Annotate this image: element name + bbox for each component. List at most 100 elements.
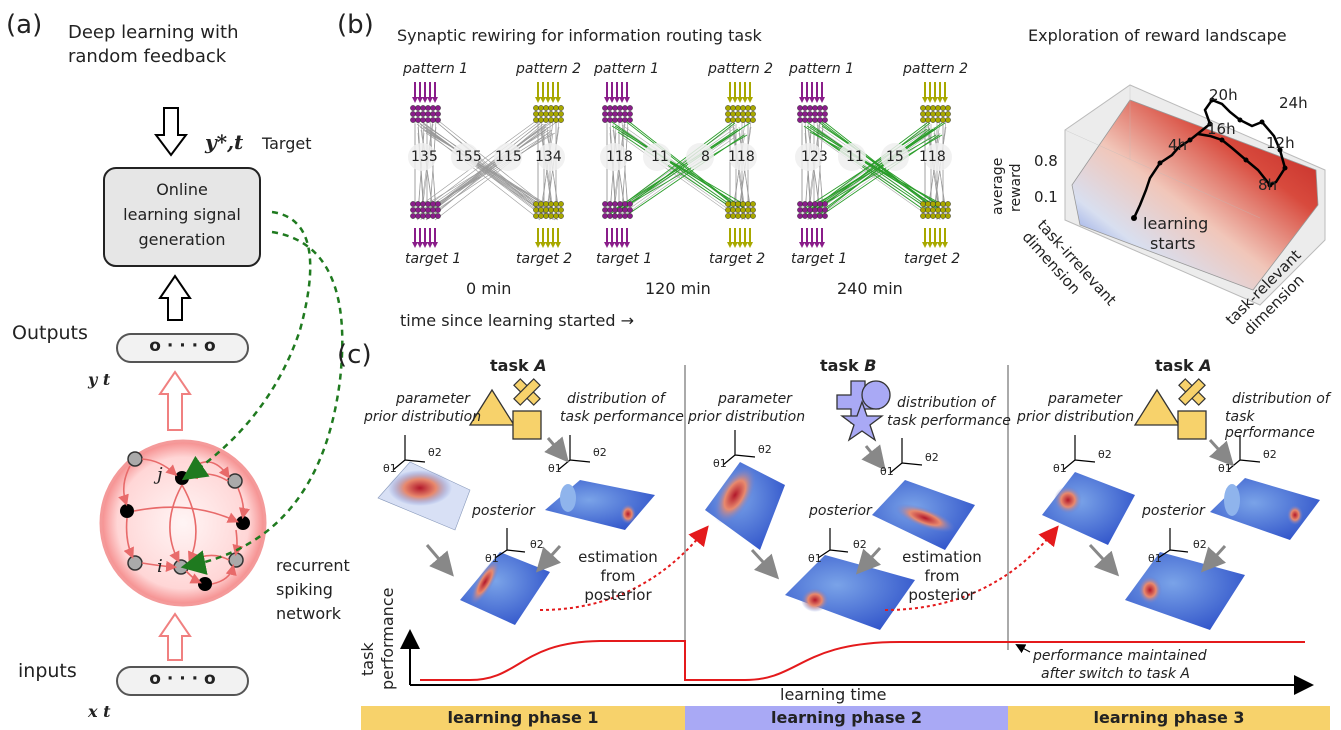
surface-prior-2 (705, 462, 785, 550)
n3-count-3: 15 (886, 149, 904, 165)
surface-perf-3 (1210, 478, 1320, 540)
theta2-a: θ2 (428, 446, 442, 459)
theta1-b: θ1 (548, 462, 562, 475)
theta2-g: θ2 (1098, 448, 1112, 461)
n3-target1: target 1 (791, 251, 848, 267)
landscape-title: Exploration of reward landscape (1028, 26, 1287, 45)
p1-est-3: posterior (584, 586, 652, 604)
p3-perf-2: task performance (1225, 409, 1315, 441)
recurrent-connections (118, 458, 250, 585)
n1-pattern1: pattern 1 (403, 61, 469, 77)
phase-bar-2: learning phase 2 (685, 706, 1008, 730)
p1-prior-1: parameter (396, 391, 470, 407)
inputs-label: inputs (18, 660, 77, 682)
p2-est-1: estimation (902, 548, 982, 566)
n3-pattern1: pattern 1 (789, 61, 855, 77)
p2-prior-1: parameter (718, 391, 792, 407)
theta2-f: θ2 (853, 538, 867, 551)
p2-est-3: posterior (908, 586, 976, 604)
landscape-mark-24h: 24h (1279, 94, 1308, 112)
p3-prior-2: prior distribution (1017, 409, 1135, 425)
n1-target1: target 1 (405, 251, 462, 267)
landscape-tick-high: 0.8 (1034, 152, 1058, 170)
task-a-shapes-3 (1133, 378, 1207, 440)
n1-count-1: 135 (411, 149, 438, 165)
n2-target2: target 2 (709, 251, 766, 267)
n3-pattern2: pattern 2 (903, 61, 969, 77)
feedback-to-i (180, 230, 344, 575)
surface-posterior-2 (785, 555, 915, 630)
n2-count-3: 8 (701, 149, 710, 165)
network-label-3: network (276, 604, 341, 623)
landscape-mark-16h: 16h (1207, 120, 1236, 138)
task-b-shapes (836, 380, 891, 442)
network-label-2: spiking (276, 580, 333, 599)
surface-perf-2 (872, 480, 975, 550)
input-symbol: x t (88, 702, 111, 721)
panel-c-letter: (c) (337, 340, 372, 370)
p2-prior-2: prior distribution (688, 409, 806, 425)
input-arrow (158, 612, 192, 661)
flow-arrows (425, 436, 1235, 580)
outputs-label: Outputs (12, 322, 88, 344)
n3-count-1: 123 (801, 149, 828, 165)
outputs-capsule (116, 333, 249, 363)
theta1-h: θ1 (1218, 462, 1232, 475)
panel-a-title-1: Deep learning with (68, 22, 239, 43)
p2-task: task B (820, 356, 877, 375)
p3-posterior: posterior (1142, 503, 1205, 519)
panel-b-title: Synaptic rewiring for information routin… (397, 26, 762, 45)
n2-pattern1: pattern 1 (594, 61, 660, 77)
transfer-arrow-2 (884, 525, 1059, 611)
n2-time: 120 min (645, 279, 711, 298)
network-output-arrow (158, 370, 192, 431)
p2-est-2: from (924, 567, 960, 585)
p1-est-2: from (600, 567, 636, 585)
landscape-start-1: learning (1143, 214, 1209, 233)
theta1-i: θ1 (1148, 552, 1162, 565)
p1-est-1: estimation (578, 548, 658, 566)
network-label-1: recurrent (276, 556, 350, 575)
phase-bar-1: learning phase 1 (361, 706, 685, 730)
routing-network-3 (795, 82, 952, 248)
target-symbol: y*,t (205, 130, 244, 154)
perf-ylabel-1: task (358, 642, 377, 676)
p2-posterior: posterior (809, 503, 872, 519)
panel-c-graphics (377, 365, 1320, 695)
p1-perf-2: task performance (560, 409, 684, 425)
landscape-mark-20h: 20h (1209, 86, 1238, 104)
n1-count-2: 155 (455, 149, 482, 165)
surface-posterior-3 (1125, 552, 1245, 630)
landscape-start-2: starts (1150, 234, 1196, 253)
theta2-b: θ2 (593, 446, 607, 459)
p2-perf-1: distribution of (897, 395, 995, 411)
learning-signal-box (103, 167, 261, 267)
n3-count-2: 11 (846, 149, 864, 165)
theta1-g: θ1 (1053, 462, 1067, 475)
panel-a-graphics (99, 107, 344, 696)
neuron-i-label: i (157, 556, 163, 577)
theta2-e: θ2 (925, 451, 939, 464)
neuron-j-label: j (157, 464, 163, 485)
panel-a-title-2: random feedback (68, 46, 227, 67)
surface-prior-3 (1042, 472, 1135, 545)
input-dots: o · · · o (149, 669, 216, 689)
panel-a-letter: (a) (6, 10, 43, 40)
p1-prior-2: prior distribution (364, 409, 482, 425)
box-line-1: Online (156, 180, 208, 199)
annotation-1: performance maintained (1033, 648, 1207, 664)
surface-perf-1 (545, 480, 655, 530)
output-dots: o · · · o (149, 336, 216, 356)
n2-count-2: 11 (651, 149, 669, 165)
p2-perf-2: task performance (887, 413, 1011, 429)
n2-pattern2: pattern 2 (708, 61, 774, 77)
p3-task: task A (1155, 356, 1212, 375)
p1-perf-1: distribution of (567, 391, 665, 407)
panel-b-networks (408, 82, 952, 248)
n1-count-4: 134 (535, 149, 562, 165)
perf-xlabel: learning time (780, 685, 887, 704)
output-symbol: y t (88, 370, 111, 389)
feedback-to-j (181, 210, 312, 481)
theta2-c: θ2 (530, 538, 544, 551)
